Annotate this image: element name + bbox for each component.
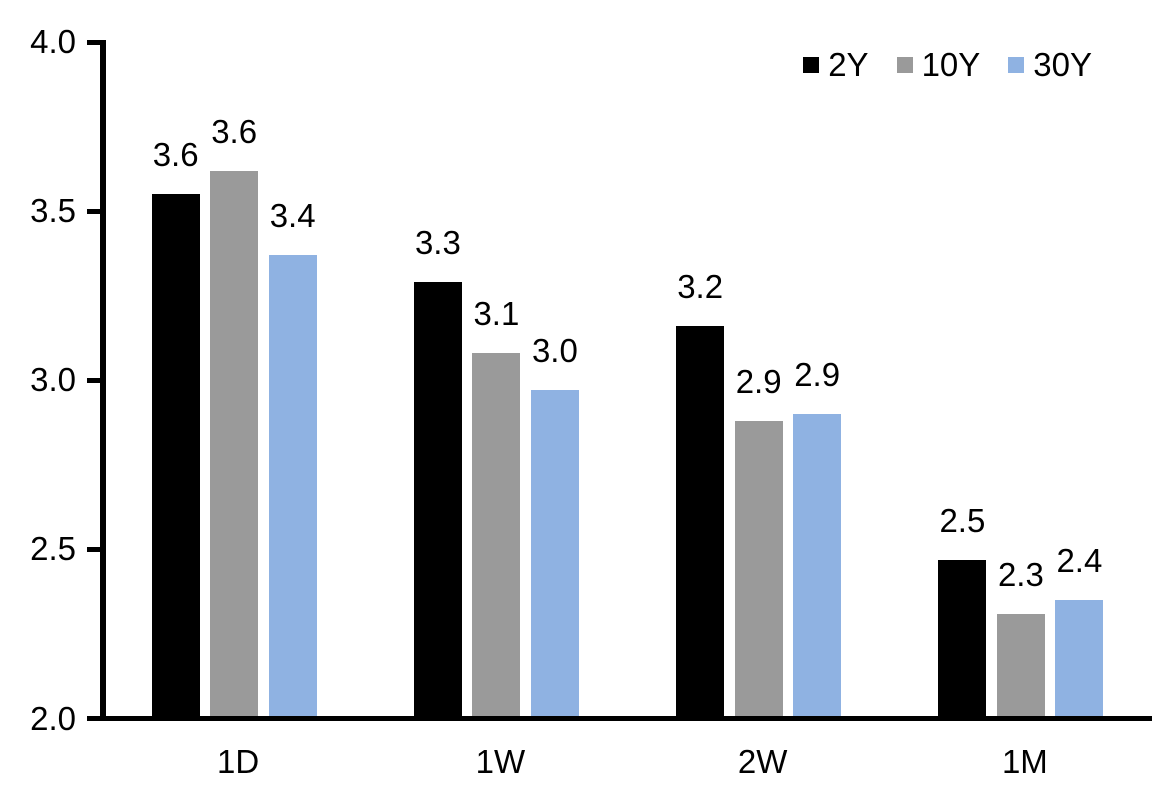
y-tick [87,39,101,45]
y-tick-label: 3.5 [30,192,76,230]
legend-label: 30Y [1033,46,1092,83]
bar-value-label: 3.4 [269,197,316,235]
bar-2y-1m [938,559,987,716]
x-category-label: 2W [737,743,788,780]
x-category-label: 1D [217,743,260,780]
y-tick-label: 4.0 [30,23,76,60]
bar-value-label: 3.3 [414,224,461,262]
y-tick-label: 2.5 [30,530,76,568]
bar-30y-1w [530,390,579,716]
legend-item-2y: 2Y [803,46,869,84]
bar-2y-2w [676,326,725,716]
bar-value-label: 3.6 [211,112,258,150]
bar-value-label: 3.0 [531,332,578,370]
bar-10y-1w [472,353,521,716]
y-tick-label: 3.0 [30,361,76,399]
bar-value-label: 2.5 [939,501,986,539]
bar-2y-1d [151,194,200,716]
bar-value-label: 3.2 [677,268,724,306]
bar-value-label: 3.1 [473,295,520,333]
x-category-label: 1W [475,743,526,780]
legend-label: 2Y [828,46,869,83]
bar-value-label: 2.9 [794,356,841,394]
bar-value-label: 2.3 [997,555,1044,593]
y-tick [87,208,101,214]
legend-item-30y: 30Y [1008,46,1092,84]
bar-10y-1d [210,170,259,716]
y-tick [87,716,101,721]
bar-10y-1m [996,613,1045,716]
bar-30y-1m [1055,600,1104,716]
x-category-label: 1M [1001,743,1048,780]
bar-10y-2w [734,420,783,716]
bar-value-label: 2.9 [735,362,782,400]
y-tick [87,546,101,552]
legend-swatch-icon [896,57,913,73]
bar-30y-2w [793,414,842,716]
legend-swatch-icon [1008,57,1025,73]
bar-value-label: 3.6 [152,136,199,174]
x-axis-line [87,716,1152,721]
legend-label: 10Y [921,46,981,83]
legend: 2Y 10Y 30Y [803,46,1092,84]
y-tick-label: 2.0 [30,699,76,737]
bar-30y-1d [268,255,317,716]
legend-item-10y: 10Y [896,46,981,84]
bar-value-label: 2.4 [1056,542,1103,580]
y-tick [87,377,101,383]
bar-2y-1w [413,282,462,716]
legend-swatch-icon [803,57,820,73]
y-axis-line [100,39,106,721]
